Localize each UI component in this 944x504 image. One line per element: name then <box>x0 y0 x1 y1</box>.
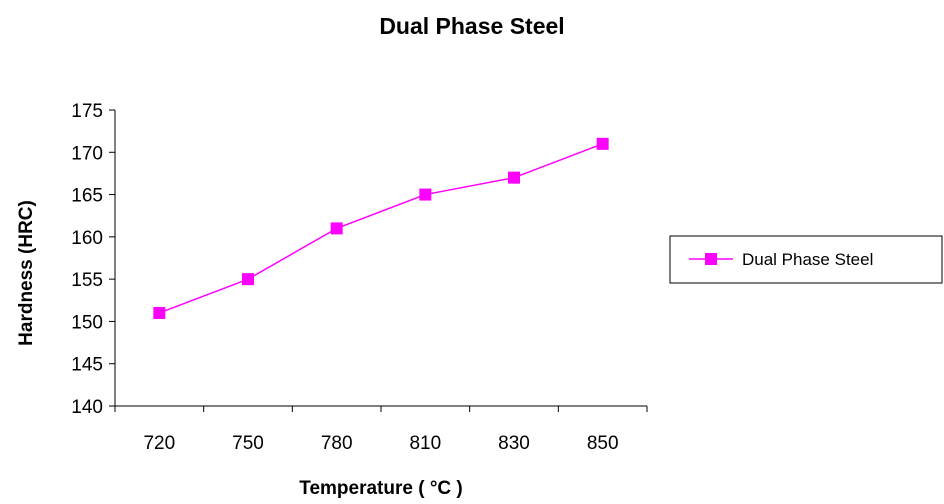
series-line <box>159 143 603 314</box>
y-tick-label: 145 <box>71 355 103 376</box>
x-tick-label: 750 <box>232 433 264 454</box>
y-axis-label: Hardness (HRC) <box>16 200 37 346</box>
y-tick-label: 170 <box>71 143 103 164</box>
x-ticks: 720 750 780 810 830 850 <box>114 406 648 454</box>
y-tick-label: 175 <box>71 101 103 122</box>
data-point <box>330 222 343 235</box>
x-tick-label: 810 <box>409 433 441 454</box>
x-tick-label: 830 <box>498 433 530 454</box>
x-tick-label: 850 <box>587 433 619 454</box>
chart-title: Dual Phase Steel <box>379 13 564 39</box>
data-point <box>596 137 609 150</box>
data-point <box>242 273 254 286</box>
data-point <box>153 306 166 319</box>
y-ticks: 140 145 150 155 160 165 170 175 <box>71 101 115 418</box>
y-tick-label: 165 <box>71 186 103 207</box>
legend-label: Dual Phase Steel <box>742 250 873 269</box>
y-tick-label: 160 <box>71 228 103 249</box>
legend: Dual Phase Steel <box>669 235 943 284</box>
data-point <box>508 171 520 184</box>
y-tick-label: 150 <box>71 312 103 333</box>
y-tick-label: 155 <box>71 270 103 291</box>
x-tick-label: 720 <box>143 433 175 454</box>
y-tick-label: 140 <box>71 397 103 418</box>
data-point <box>419 188 432 201</box>
x-axis-label: Temperature ( °C ) <box>299 478 463 499</box>
legend-marker-swatch <box>705 253 717 265</box>
x-tick-label: 780 <box>321 433 353 454</box>
series-layer <box>153 137 609 319</box>
